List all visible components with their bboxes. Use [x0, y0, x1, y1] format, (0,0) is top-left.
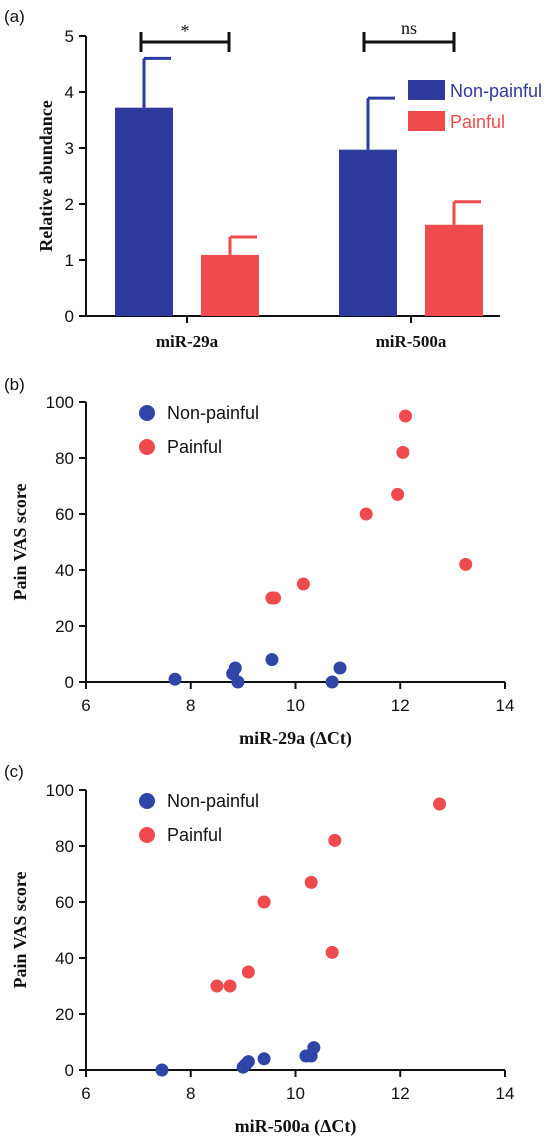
- data-point: [307, 1041, 321, 1055]
- data-point: [155, 1063, 169, 1077]
- data-point: [398, 409, 412, 423]
- data-point: [265, 653, 279, 667]
- data-point: [228, 661, 242, 675]
- x-axis-title: miR-29a (ΔCt): [239, 728, 352, 749]
- legend-label: Painful: [167, 437, 222, 457]
- data-point: [223, 979, 237, 993]
- significance-label: ns: [401, 18, 417, 38]
- x-axis-title: miR-500a (ΔCt): [235, 1116, 357, 1137]
- panel-label: (b): [4, 375, 25, 394]
- panel-label: (c): [4, 762, 24, 781]
- x-tick-label: miR-500a: [376, 332, 447, 351]
- x-tick-label: 14: [496, 696, 515, 715]
- data-point: [257, 895, 271, 909]
- y-axis-title: Pain VAS score: [10, 871, 30, 988]
- panel-a: (a) 0 1 2 3 4 5 Relative abundance miR-29a miR-50…: [4, 7, 542, 351]
- data-point: [396, 445, 410, 459]
- x-tick-label: 12: [391, 696, 410, 715]
- y-tick-label: 0: [65, 307, 74, 326]
- data-point: [268, 591, 282, 605]
- data-point: [328, 833, 342, 847]
- data-point: [210, 979, 224, 993]
- y-tick-label: 40: [55, 561, 74, 580]
- bar: [339, 149, 397, 316]
- legend-marker: [139, 439, 155, 455]
- y-tick-label: 4: [65, 83, 74, 102]
- x-tick-label: 10: [286, 1084, 305, 1103]
- y-tick-label: 80: [55, 837, 74, 856]
- x-tick-label: 8: [186, 1084, 195, 1103]
- legend-swatch: [408, 111, 445, 131]
- y-tick-label: 80: [55, 449, 74, 468]
- data-point: [231, 675, 245, 689]
- legend-marker: [139, 405, 155, 421]
- data-point: [325, 945, 339, 959]
- legend-marker: [139, 793, 155, 809]
- x-tick-label: 10: [286, 696, 305, 715]
- y-tick-label: 60: [55, 893, 74, 912]
- bar: [425, 224, 483, 316]
- y-tick-label: 100: [46, 781, 74, 800]
- y-tick-label: 2: [65, 195, 74, 214]
- legend-swatch: [408, 80, 445, 100]
- data-point: [304, 875, 318, 889]
- y-tick-label: 0: [65, 1061, 74, 1080]
- x-tick-label: 6: [81, 696, 90, 715]
- data-point: [168, 672, 182, 686]
- panel-b: (b) 0 20 40 60 80 100 6 8 10 12 14 miR-29a (ΔCt) Pain…: [4, 375, 514, 749]
- y-tick-label: 20: [55, 1005, 74, 1024]
- bar: [115, 107, 173, 317]
- data-point: [359, 507, 373, 521]
- x-tick-label: 8: [186, 696, 195, 715]
- data-point: [325, 675, 339, 689]
- y-tick-label: 0: [65, 673, 74, 692]
- legend-marker: [139, 827, 155, 843]
- data-point: [241, 965, 255, 979]
- panel-c: (c) 0 20 40 60 80 100 6 8 10 12 14 miR-500a (ΔCt) Pai…: [4, 762, 514, 1137]
- y-tick-label: 3: [65, 139, 74, 158]
- y-axis-title: Relative abundance: [36, 100, 56, 252]
- x-tick-label: 12: [391, 1084, 410, 1103]
- y-axis-title: Pain VAS score: [10, 483, 30, 600]
- data-point: [391, 487, 405, 501]
- data-point: [433, 797, 447, 811]
- data-point: [241, 1055, 255, 1069]
- y-tick-label: 1: [65, 251, 74, 270]
- significance-label: *: [181, 21, 190, 41]
- y-tick-label: 20: [55, 617, 74, 636]
- legend-label: Non-painful: [167, 791, 259, 811]
- data-point: [459, 557, 473, 571]
- y-tick-label: 60: [55, 505, 74, 524]
- legend-label: Non-painful: [450, 81, 542, 101]
- data-point: [296, 577, 310, 591]
- data-point: [257, 1052, 271, 1066]
- legend-label: Non-painful: [167, 403, 259, 423]
- y-tick-label: 40: [55, 949, 74, 968]
- data-point: [333, 661, 347, 675]
- x-tick-label: miR-29a: [156, 332, 219, 351]
- bar: [201, 254, 259, 316]
- panel-label-a: (a): [4, 7, 25, 26]
- x-tick-label: 14: [496, 1084, 515, 1103]
- y-tick-label: 100: [46, 393, 74, 412]
- y-tick-label: 5: [65, 27, 74, 46]
- legend-label: Painful: [450, 112, 505, 132]
- legend-label: Painful: [167, 825, 222, 845]
- x-tick-label: 6: [81, 1084, 90, 1103]
